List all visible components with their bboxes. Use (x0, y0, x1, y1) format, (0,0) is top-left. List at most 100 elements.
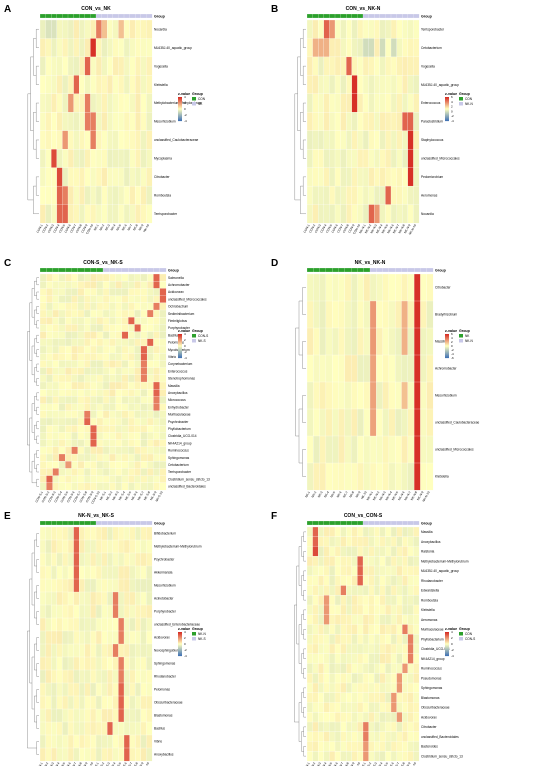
legend-tick: 2 (451, 340, 453, 344)
heat-cell (118, 185, 125, 205)
heat-cell (118, 93, 125, 113)
row-label: Nocardia (154, 27, 167, 31)
heat-cell (73, 747, 80, 762)
heat-cell (77, 360, 85, 368)
heat-cell (159, 475, 167, 484)
heat-cell (306, 575, 313, 586)
heat-cell (140, 468, 148, 476)
row-label: Citrobacter (435, 286, 452, 290)
heat-cell (112, 721, 119, 736)
heat-cell (413, 112, 420, 132)
heat-cell (65, 468, 72, 476)
heat-cell (90, 281, 97, 289)
heat-cell (101, 617, 108, 632)
dendrogram-branch (303, 648, 306, 659)
heat-cell (146, 578, 153, 593)
legend-group-title: Group (459, 329, 471, 333)
column-label: NK-S-4 (108, 761, 117, 766)
heat-cell (357, 702, 364, 713)
heat-cell (413, 354, 421, 383)
legend-tick: 0 (184, 642, 186, 646)
heat-cell (407, 634, 414, 645)
heat-cell (385, 751, 392, 762)
heat-cell (45, 734, 52, 749)
heat-cell (115, 446, 123, 455)
heat-cell (379, 634, 386, 645)
heat-cell (329, 93, 336, 113)
heat-cell (396, 565, 403, 577)
heat-cell (39, 112, 46, 132)
heat-cell (396, 130, 403, 150)
group-bar-cell (140, 520, 147, 526)
heat-cell (340, 546, 347, 557)
heat-cell (346, 673, 353, 684)
heat-cell (73, 167, 80, 187)
heat-cell (135, 149, 142, 168)
heat-cell (318, 751, 325, 762)
heat-cell (129, 204, 136, 224)
heat-cell (334, 38, 341, 58)
heat-cell (118, 747, 125, 762)
heat-cell (67, 747, 74, 762)
dendrogram-branch (34, 643, 37, 671)
heat-cell (388, 327, 396, 356)
heat-cell (101, 604, 108, 619)
heat-cell (140, 345, 148, 354)
heat-cell (413, 546, 420, 557)
heat-cell (357, 185, 364, 205)
heat-cell (374, 526, 381, 538)
heat-cell (73, 38, 80, 58)
heat-cell (390, 575, 397, 586)
group-bar-cell (426, 267, 434, 273)
dendrogram-branch (29, 578, 32, 684)
legend-gradient-step (178, 99, 182, 101)
heat-cell (362, 721, 369, 733)
heat-cell (112, 656, 119, 671)
heat-cell (123, 669, 130, 684)
heat-cell (90, 38, 97, 58)
heat-cell (329, 112, 336, 132)
heat-cell (368, 93, 375, 113)
heat-cell (340, 536, 347, 547)
heat-cell (159, 317, 167, 325)
heat-cell (51, 185, 58, 205)
legend-gradient-step (178, 334, 182, 336)
heat-cell (96, 446, 104, 455)
heat-cell (73, 591, 80, 606)
group-bar-cell (79, 520, 86, 526)
heat-cell (368, 712, 375, 723)
heat-cell (112, 708, 119, 723)
dendrogram-branch (27, 331, 30, 446)
heat-cell (340, 185, 347, 205)
heat-cell (128, 345, 135, 354)
heat-cell (346, 721, 353, 733)
heat-cell (313, 435, 320, 464)
legend-gradient-step (178, 648, 182, 650)
heat-cell (357, 624, 364, 635)
legend-group-title: Group (192, 92, 204, 96)
heat-cell (73, 656, 80, 671)
heat-cell (45, 578, 52, 593)
legend-tick: -4 (451, 119, 454, 123)
legend-group-name: CON-S (465, 637, 475, 641)
heat-cell (52, 374, 60, 383)
group-bar-cell (396, 13, 403, 19)
heat-cell (83, 331, 91, 340)
heat-cell (62, 721, 69, 736)
heat-cell (67, 93, 74, 113)
heat-cell (390, 93, 397, 113)
legend-group-swatch (459, 97, 463, 101)
heat-cell (96, 288, 104, 296)
heat-cell (39, 643, 46, 658)
heat-cell (123, 656, 130, 671)
heat-cell (368, 149, 375, 168)
dendrogram-branch (36, 139, 39, 159)
heat-cell (39, 410, 47, 419)
legend-group-title: Group (459, 627, 471, 631)
heat-cell (376, 354, 383, 383)
legend-gradient-step (178, 357, 182, 359)
heat-cell (159, 331, 167, 340)
heat-cell (62, 185, 69, 205)
heat-cell (95, 617, 102, 632)
heat-cell (107, 167, 114, 187)
